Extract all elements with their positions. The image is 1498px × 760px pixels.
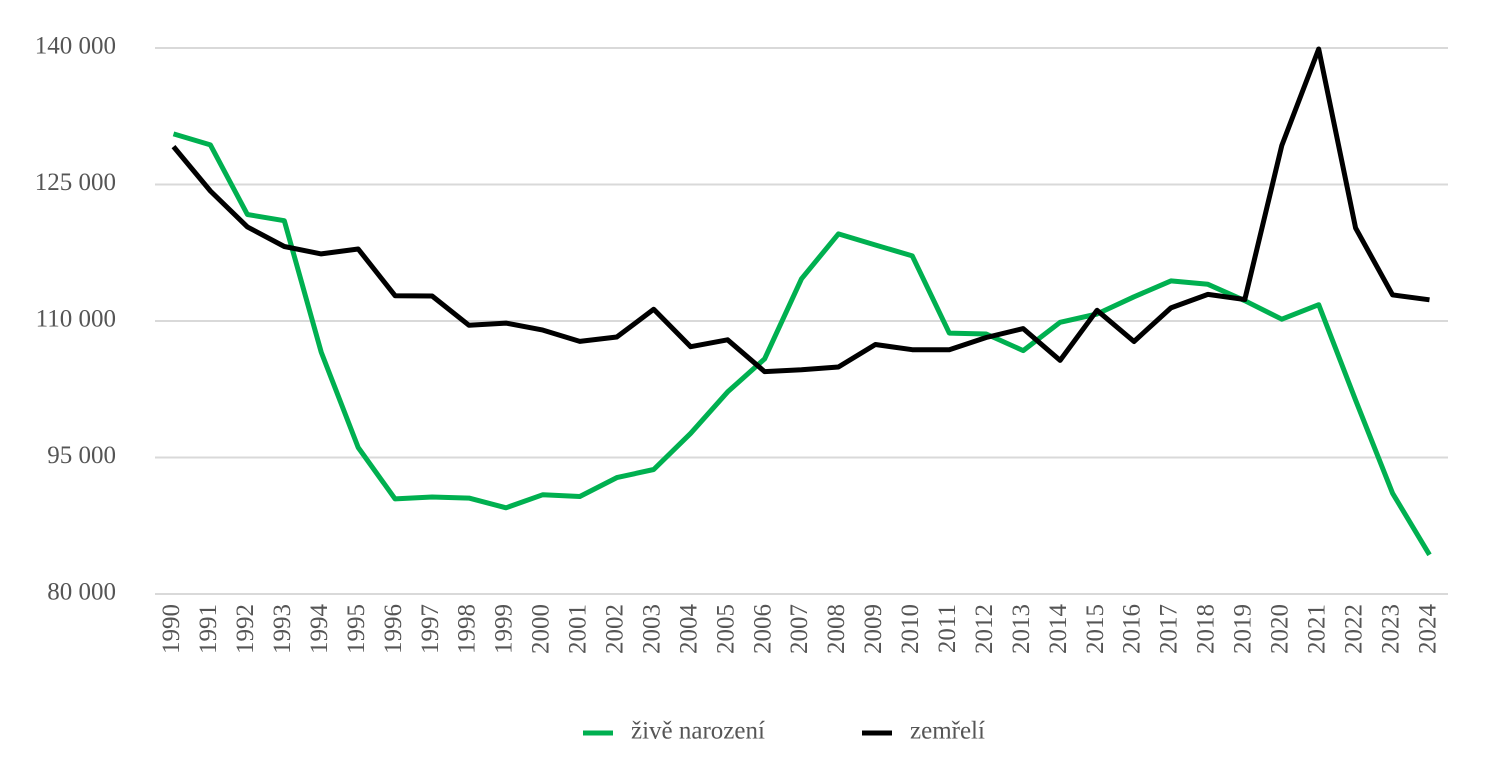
x-tick-label: 2002 bbox=[602, 604, 629, 654]
x-tick-label: 1999 bbox=[491, 604, 518, 654]
x-tick-label: 2008 bbox=[823, 604, 850, 654]
x-tick-label: 2001 bbox=[565, 604, 592, 654]
x-tick-label: 1997 bbox=[417, 604, 444, 654]
x-tick-label: 2012 bbox=[971, 604, 998, 654]
x-tick-label: 1992 bbox=[232, 604, 259, 654]
x-tick-label: 2017 bbox=[1156, 604, 1183, 654]
x-tick-label: 2022 bbox=[1340, 604, 1367, 654]
x-tick-label: 2003 bbox=[638, 604, 665, 654]
x-tick-label: 2013 bbox=[1008, 604, 1035, 654]
x-tick-label: 2000 bbox=[528, 604, 555, 654]
legend-label: zemřelí bbox=[910, 718, 985, 745]
legend-label: živě narození bbox=[631, 718, 765, 745]
x-tick-label: 1995 bbox=[343, 604, 370, 654]
x-tick-label: 2015 bbox=[1082, 604, 1109, 654]
x-tick-label: 2007 bbox=[786, 604, 813, 654]
y-tick-label: 140 000 bbox=[35, 33, 116, 60]
y-tick-label: 125 000 bbox=[35, 169, 116, 196]
x-tick-label: 2023 bbox=[1377, 604, 1404, 654]
x-tick-label: 2016 bbox=[1119, 604, 1146, 654]
x-tick-label: 1993 bbox=[269, 604, 296, 654]
y-tick-label: 110 000 bbox=[36, 306, 116, 333]
x-tick-label: 2018 bbox=[1193, 604, 1220, 654]
x-tick-label: 2024 bbox=[1414, 604, 1441, 655]
x-tick-label: 1990 bbox=[158, 604, 185, 654]
y-tick-label: 95 000 bbox=[47, 442, 116, 469]
line-series bbox=[171, 46, 1430, 375]
line-series bbox=[172, 131, 1432, 557]
x-tick-label: 2010 bbox=[897, 604, 924, 654]
x-tick-label: 1998 bbox=[454, 604, 481, 654]
x-tick-label: 2004 bbox=[675, 604, 702, 655]
x-tick-label: 2019 bbox=[1230, 604, 1257, 654]
x-tick-label: 2020 bbox=[1266, 604, 1293, 654]
x-tick-label: 1994 bbox=[306, 604, 333, 655]
x-tick-label: 2021 bbox=[1303, 604, 1330, 654]
x-tick-label: 1996 bbox=[380, 604, 407, 654]
y-tick-label: 80 000 bbox=[47, 579, 116, 606]
x-tick-label: 2006 bbox=[749, 604, 776, 654]
x-tick-label: 2005 bbox=[712, 604, 739, 654]
x-tick-label: 2009 bbox=[860, 604, 887, 654]
x-tick-label: 2011 bbox=[934, 604, 961, 653]
x-tick-label: 2014 bbox=[1045, 604, 1072, 655]
x-tick-label: 1991 bbox=[195, 604, 222, 654]
